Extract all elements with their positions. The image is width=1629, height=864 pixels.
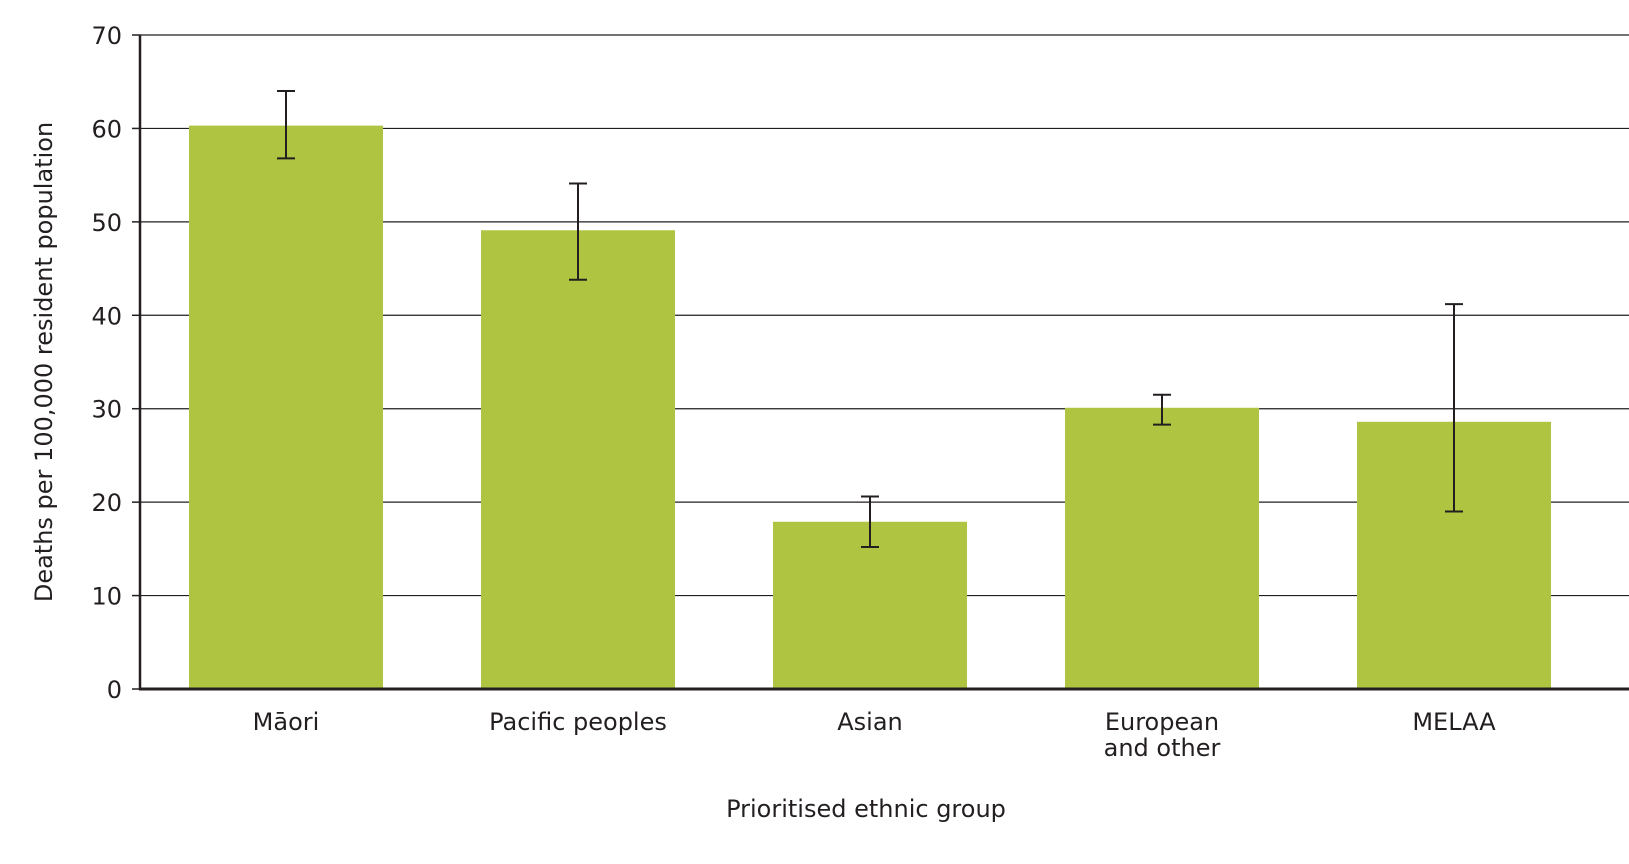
y-tick-label: 20 [91, 489, 122, 517]
axes [132, 34, 1629, 691]
x-tick-label: MELAA [1412, 708, 1496, 736]
x-tick-label: Māori [253, 708, 320, 736]
y-tick-label: 60 [91, 115, 122, 143]
x-tick-label-line: European [1105, 708, 1219, 736]
x-axis-title: Prioritised ethnic group [726, 795, 1006, 823]
labels: 0 10 20 30 40 50 60 70 Māori Pacific peoples Asian… [91, 22, 1496, 762]
bar [1065, 407, 1259, 689]
bar [773, 521, 967, 689]
x-tick-label-line: Pacific peoples [489, 708, 667, 736]
y-tick-label: 10 [91, 583, 122, 611]
x-tick-label: European and other [1104, 708, 1221, 762]
x-tick-label-line: Māori [253, 708, 320, 736]
x-tick-label-line: MELAA [1412, 708, 1496, 736]
y-tick-label: 40 [91, 302, 122, 330]
bar [189, 125, 383, 689]
x-tick-label: Asian [837, 708, 903, 736]
x-tick-label-line: Asian [837, 708, 903, 736]
x-tick-label-line: and other [1104, 734, 1221, 762]
y-axis-title: Deaths per 100,000 resident population [30, 122, 58, 602]
bar [481, 230, 675, 689]
bars [189, 125, 1551, 689]
error-bars [277, 90, 1463, 548]
y-tick-label: 70 [91, 22, 122, 50]
y-tick-label: 0 [107, 676, 122, 704]
x-tick-label: Pacific peoples [489, 708, 667, 736]
y-tick-label: 30 [91, 396, 122, 424]
y-tick-label: 50 [91, 209, 122, 237]
gridlines [140, 34, 1629, 597]
